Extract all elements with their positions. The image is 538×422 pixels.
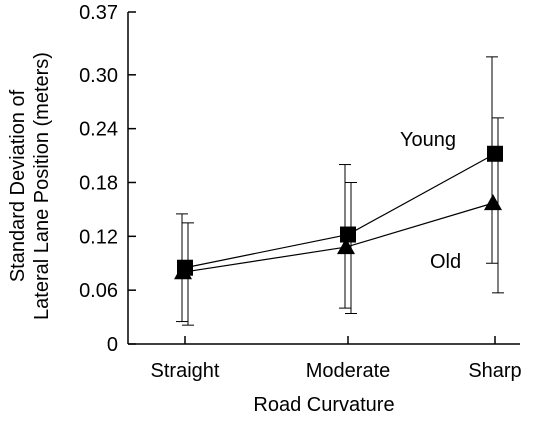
x-tick-label: Straight xyxy=(151,360,220,382)
y-tick-label: 0.24 xyxy=(79,119,118,141)
y-tick-label: 0.37 xyxy=(79,2,118,24)
y-axis-ticks: 0 0.06 0.12 0.18 0.24 0.30 0.37 xyxy=(79,2,136,356)
data-point-triangle xyxy=(484,194,502,211)
y-tick-label: 0 xyxy=(107,334,118,356)
series-layer xyxy=(174,56,504,326)
annotation-young: Young xyxy=(400,129,456,151)
data-point-square xyxy=(487,145,503,162)
y-tick-label: 0.18 xyxy=(79,172,118,194)
data-point-triangle xyxy=(337,238,355,255)
y-tick-label: 0.12 xyxy=(79,226,118,248)
x-tick-label: Moderate xyxy=(306,360,391,382)
series-old xyxy=(174,117,504,326)
x-axis-ticks: Straight Moderate Sharp xyxy=(151,336,522,382)
axes xyxy=(127,12,520,345)
y-axis-title-line-1: Standard Deviation of xyxy=(7,89,29,282)
y-tick-label: 0.30 xyxy=(79,65,118,87)
labels-layer: Road Curvature Standard Deviation of Later… xyxy=(7,52,461,416)
data-point-square xyxy=(340,226,356,243)
x-tick-label: Sharp xyxy=(468,360,521,382)
series-young xyxy=(176,56,503,323)
annotation-old: Old xyxy=(430,251,461,273)
y-axis-title-line-2: Lateral Lane Position (meters) xyxy=(31,52,53,320)
y-tick-label: 0.06 xyxy=(79,280,118,302)
x-axis-title: Road Curvature xyxy=(253,394,394,416)
data-point-triangle xyxy=(174,263,192,280)
